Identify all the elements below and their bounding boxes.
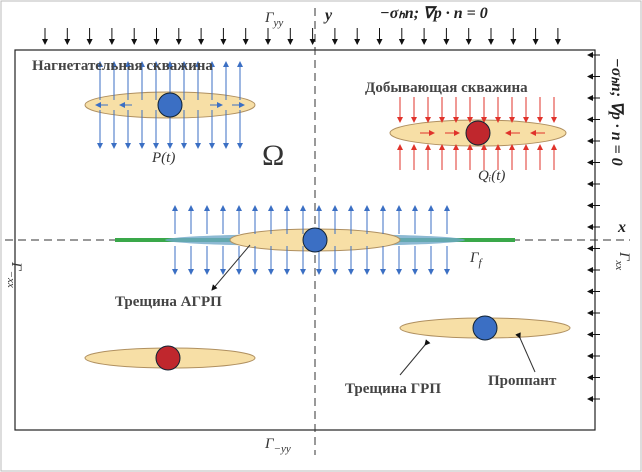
pointer xyxy=(515,332,536,373)
label: Добывающая скважина xyxy=(365,80,528,96)
label: Трещина ГРП xyxy=(345,381,441,397)
well xyxy=(155,345,181,371)
symbol: Γ xyxy=(264,10,275,26)
boundary-condition: −σₕn; ∇p · n = 0 xyxy=(608,58,625,166)
boundary-label: Γ−xx xyxy=(5,261,24,288)
symbol: Γ xyxy=(469,250,480,266)
boundary-label: Γ−yy xyxy=(264,436,291,455)
symbol: Γ xyxy=(8,261,24,272)
label: Нагнетательная скважина xyxy=(32,58,213,74)
load-arrows xyxy=(42,28,600,402)
well xyxy=(465,120,491,146)
boundary-condition: −σₕn; ∇p · n = 0 xyxy=(380,5,488,22)
subscript: xx xyxy=(613,260,625,271)
symbol: Γ xyxy=(616,251,632,262)
label: Трещина АГРП xyxy=(115,294,222,310)
well xyxy=(302,227,328,253)
subscript: −xx xyxy=(5,271,17,288)
subscript: f xyxy=(479,257,484,269)
boundary-label: Γyy xyxy=(264,10,283,29)
label: P(t) xyxy=(151,150,175,166)
boundary-label: Γf xyxy=(469,250,484,269)
subscript: −yy xyxy=(274,443,291,455)
subscript: yy xyxy=(273,17,284,29)
axis-label: y xyxy=(323,7,333,24)
well xyxy=(472,315,498,341)
well xyxy=(157,92,183,118)
domain-symbol: Ω xyxy=(262,139,284,172)
symbol: Γ xyxy=(264,436,275,452)
flow-arrows xyxy=(95,61,557,275)
pointer xyxy=(399,339,431,376)
axis-label: x xyxy=(617,219,626,236)
label: Qᵢ(t) xyxy=(478,168,505,184)
boundary-label: Γxx xyxy=(613,251,632,270)
label: Проппант xyxy=(488,373,557,389)
pointer xyxy=(211,244,251,291)
